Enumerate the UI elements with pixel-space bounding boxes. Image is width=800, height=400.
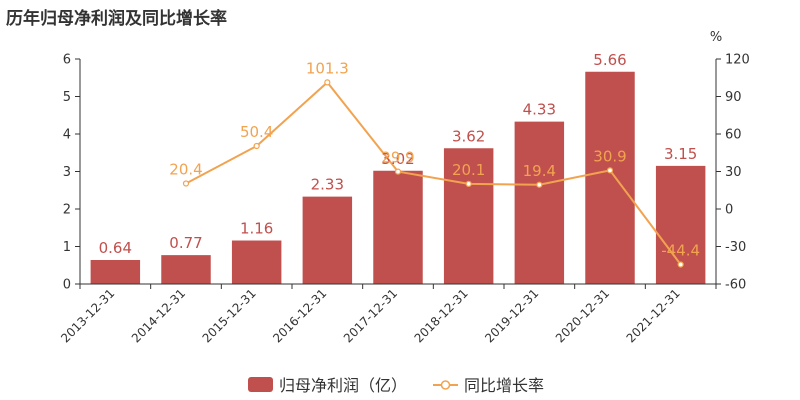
x-tick-label: 2016-12-31	[270, 286, 329, 345]
y-left-tick-label: 2	[63, 203, 71, 218]
growth-point-2020-12-31	[606, 167, 614, 174]
growth-value-label: 20.4	[169, 161, 202, 179]
y-left-tick-label: 5	[63, 90, 71, 105]
labels-layer: 0.64 0.77 1.16 2.33 3.02 3.62 4.33 5.66 3.15 20.4…	[99, 51, 700, 260]
bar-value-label: 5.66	[593, 51, 626, 69]
growth-value-label: 50.4	[240, 123, 273, 141]
growth-value-label: 19.4	[523, 162, 556, 180]
legend-marker-growth	[440, 380, 451, 390]
legend-swatch-profit	[248, 377, 273, 392]
y-left-tick-label: 6	[63, 53, 71, 68]
y-right-tick-label: 30	[725, 165, 742, 180]
bars-layer	[90, 71, 706, 284]
bar-2018-12-31	[443, 148, 494, 284]
growth-value-label: 101.3	[306, 59, 349, 77]
chart-title: 历年归母净利润及同比增长率	[6, 9, 227, 29]
bar-value-label: 0.64	[99, 239, 132, 257]
y-left-tick-label: 3	[63, 165, 71, 180]
y-right-tick-label: 120	[725, 53, 750, 68]
growth-value-label: 20.1	[452, 161, 485, 179]
bar-2019-12-31	[514, 121, 565, 284]
growth-value-label: 29.9	[381, 149, 414, 167]
growth-point-2018-12-31	[465, 180, 472, 187]
x-tick-label: 2018-12-31	[412, 286, 471, 345]
bar-2020-12-31	[585, 71, 635, 284]
growth-point-2015-12-31	[253, 142, 260, 150]
x-tick-label: 2020-12-31	[553, 286, 612, 345]
bar-2015-12-31	[231, 240, 282, 284]
bar-2017-12-31	[373, 170, 423, 284]
bar-2016-12-31	[302, 196, 353, 284]
legend-label-profit: 归母净利润（亿）	[279, 376, 407, 395]
bar-value-label: 3.02	[381, 150, 414, 168]
growth-point-2016-12-31	[324, 79, 331, 86]
x-tick-label: 2021-12-31	[624, 286, 683, 345]
x-tick-label: 2014-12-31	[129, 286, 188, 345]
y-right-tick-label: 60	[725, 128, 742, 143]
bar-value-label: 3.15	[664, 145, 697, 163]
y-right-tick-label: 0	[725, 203, 733, 218]
y-left-tick-label: 4	[63, 128, 71, 143]
x-tick-label: 2015-12-31	[200, 286, 259, 345]
x-tick-label: 2013-12-31	[58, 286, 117, 345]
growth-point-2019-12-31	[536, 181, 543, 188]
growth-point-2021-12-31	[677, 261, 684, 268]
bar-value-label: 2.33	[311, 176, 344, 194]
legend: 归母净利润（亿） 同比增长率	[248, 376, 544, 395]
x-tick-label: 2019-12-31	[482, 286, 541, 345]
y-left-tick-label: 1	[63, 240, 71, 255]
bar-2013-12-31	[90, 260, 141, 284]
growth-value-label: 30.9	[593, 147, 626, 165]
bar-value-label: 0.77	[169, 234, 202, 252]
bar-2014-12-31	[161, 255, 211, 284]
y-right-tick-label: -60	[725, 278, 746, 293]
y-left-tick-label: 0	[63, 278, 71, 293]
y-right-tick-label: 90	[725, 90, 742, 105]
line-layer	[182, 79, 684, 268]
growth-point-2014-12-31	[182, 180, 190, 187]
growth-point-2017-12-31	[394, 168, 402, 175]
y-right-tick-label: -30	[725, 240, 746, 255]
x-tick-label: 2017-12-31	[341, 286, 400, 345]
bar-value-label: 1.16	[240, 220, 273, 238]
y-right-unit-label: %	[710, 30, 722, 45]
growth-rate-line	[185, 80, 682, 266]
growth-value-label: -44.4	[661, 242, 700, 260]
bar-value-label: 4.33	[523, 101, 556, 119]
bar-value-label: 3.62	[452, 127, 485, 145]
legend-label-growth: 同比增长率	[464, 376, 544, 395]
